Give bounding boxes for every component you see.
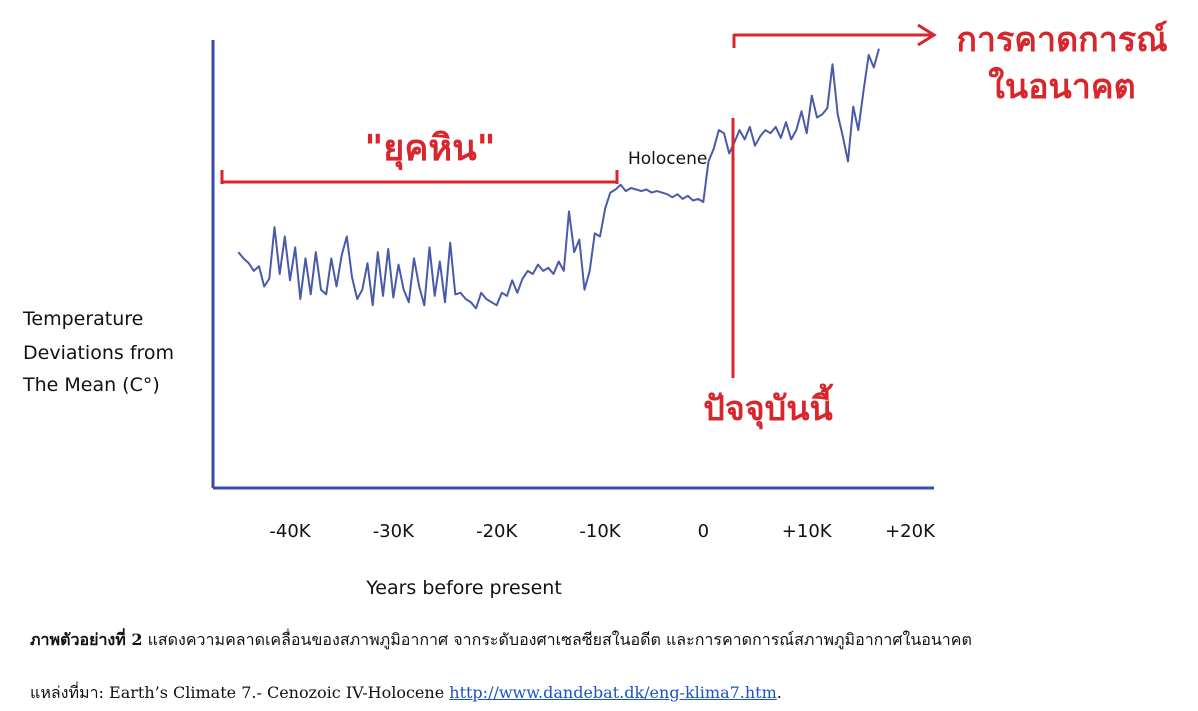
forecast-label-line-2: ในอนาคต — [988, 66, 1135, 107]
series-layer — [237, 48, 880, 310]
figure-source: แหล่งที่มา: Earth’s Climate 7.- Cenozoic… — [30, 681, 1180, 706]
y-axis-title-line-1: Temperature — [22, 308, 143, 330]
x-tick-label: -30K — [373, 521, 415, 542]
forecast-arrow — [732, 23, 937, 48]
x-axis-title: Years before present — [365, 577, 562, 599]
chart: -40K -30K -20K -10K 0 +10K +20K Years before p… — [22, 20, 1168, 599]
x-tick-label: -40K — [269, 521, 311, 542]
forecast-label-line-1: การคาดการณ์ — [956, 20, 1167, 60]
caption-text: แสดงความคลาดเคลื่อนของสภาพภูมิอากาศ จากร… — [142, 630, 972, 649]
figure-caption: ภาพตัวอย่างที่ 2 แสดงความคลาดเคลื่อนของส… — [30, 628, 1180, 653]
x-tick-labels: -40K -30K -20K -10K 0 +10K +20K — [269, 521, 936, 542]
x-tick-label: -10K — [579, 521, 621, 542]
source-prefix: แหล่งที่มา: Earth’s Climate 7.- Cenozoic… — [30, 683, 450, 702]
y-axis-title-line-2: Deviations from — [23, 342, 174, 364]
y-axis-title-line-3: The Mean (C°) — [22, 374, 160, 396]
x-tick-label: +20K — [885, 521, 936, 542]
source-suffix: . — [776, 683, 782, 702]
holocene-label: Holocene — [628, 149, 707, 169]
caption-bold: ภาพตัวอย่างที่ 2 — [30, 630, 143, 649]
source-link[interactable]: http://www.dandebat.dk/eng-klima7.htm — [449, 683, 777, 702]
present-label: ปัจจุบันนี้ — [703, 383, 833, 430]
x-tick-label: -20K — [476, 521, 518, 542]
ice-age-bracket — [220, 170, 619, 184]
series-line-0 — [237, 48, 880, 310]
ice-age-label: "ยุคหิน" — [364, 128, 495, 171]
x-tick-label: 0 — [698, 521, 709, 542]
x-tick-label: +10K — [782, 521, 833, 542]
